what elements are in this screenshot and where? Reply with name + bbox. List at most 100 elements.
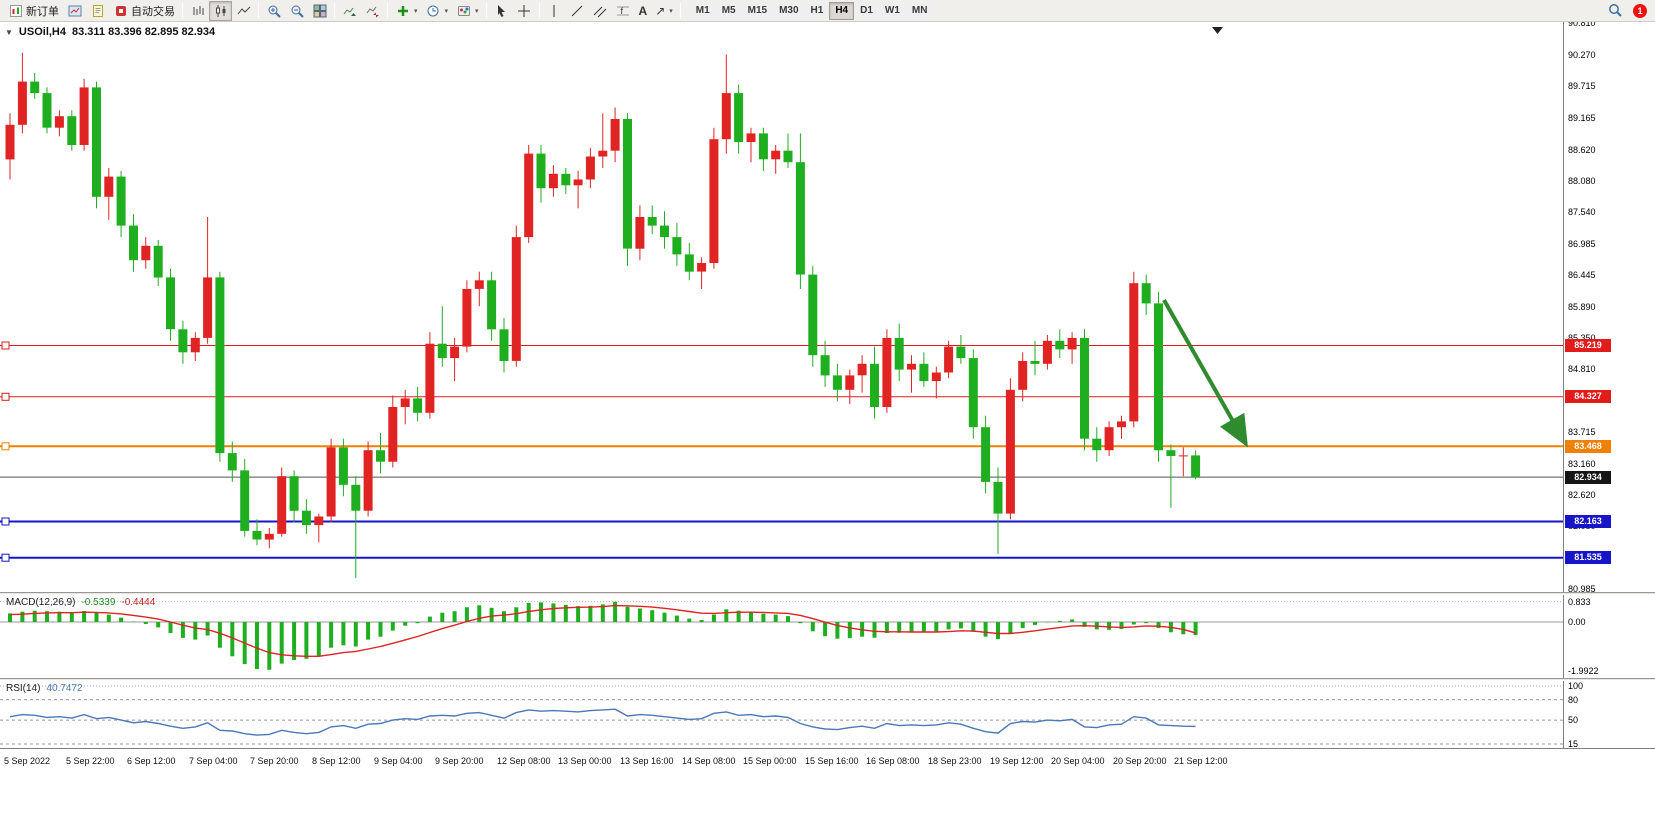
timeframe-button-D1[interactable]: D1 xyxy=(854,1,879,20)
time-axis-label: 5 Sep 2022 xyxy=(4,756,51,766)
price-axis-label: 83.160 xyxy=(1568,459,1596,469)
price-axis-label: 89.165 xyxy=(1568,113,1596,123)
price-axis-label: 80.985 xyxy=(1568,584,1596,594)
time-axis-label: 9 Sep 04:00 xyxy=(374,756,423,766)
bar-chart-type-button[interactable] xyxy=(186,1,209,21)
dropdown-caret-icon: ▾ xyxy=(444,7,449,15)
autotrade-icon xyxy=(113,3,128,18)
fibonacci-button[interactable]: f xyxy=(612,1,635,21)
time-axis[interactable]: 5 Sep 2022 5 Sep 22:00 6 Sep 12:00 7 Sep 04… xyxy=(0,748,1655,773)
timeframe-button-M1[interactable]: M1 xyxy=(689,1,716,20)
cursor-button[interactable] xyxy=(490,1,513,21)
chart-window-icon xyxy=(67,3,82,18)
line-chart-type-button[interactable] xyxy=(232,1,255,21)
toolbar-right-group: 1 xyxy=(1604,1,1651,21)
timeframe-button-M30[interactable]: M30 xyxy=(773,1,805,20)
rsi-indicator-label: RSI(14) 40.7472 xyxy=(6,683,83,694)
search-icon xyxy=(1608,3,1623,18)
tile-windows-button[interactable] xyxy=(308,1,331,21)
rsi-value: 40.7472 xyxy=(46,683,83,694)
time-axis-label: 20 Sep 20:00 xyxy=(1113,756,1167,766)
time-axis-label: 8 Sep 12:00 xyxy=(312,756,361,766)
timeframe-toolbar: M1 M5 M15 M30 H1 H4 D1 W1 MN xyxy=(689,1,934,20)
search-button[interactable] xyxy=(1604,1,1627,21)
crosshair-button[interactable] xyxy=(513,1,536,21)
dropdown-caret-icon: ▾ xyxy=(669,7,673,15)
time-axis-label: 21 Sep 12:00 xyxy=(1174,756,1228,766)
autotrade-label: 自动交易 xyxy=(131,5,175,18)
time-axis-label: 12 Sep 08:00 xyxy=(497,756,551,766)
price-axis-label: 90.810 xyxy=(1568,18,1596,28)
macd-axis-label: 0.00 xyxy=(1568,617,1586,627)
time-axis-label: 14 Sep 08:00 xyxy=(682,756,736,766)
time-axis-label: 7 Sep 04:00 xyxy=(189,756,238,766)
toolbar-separator xyxy=(679,3,681,18)
new-order-button[interactable]: 新订单 xyxy=(4,1,63,21)
timeframe-button-H4[interactable]: H4 xyxy=(829,1,855,20)
time-axis-label: 13 Sep 16:00 xyxy=(620,756,674,766)
timeframe-button-H1[interactable]: H1 xyxy=(804,1,830,20)
toolbar-separator xyxy=(334,3,335,18)
price-axis-label: 85.890 xyxy=(1568,302,1596,312)
auto-scroll-button[interactable] xyxy=(338,1,361,21)
chart-collapse-icon[interactable]: ▼ xyxy=(5,27,13,37)
toolbar-separator xyxy=(182,3,183,18)
main-toolbar: 新订单 自动交易 ▾ ▾ ▾ xyxy=(0,0,1655,22)
trendline-button[interactable] xyxy=(566,1,589,21)
macd-panel-splitter[interactable] xyxy=(0,592,1655,595)
candlestick-chart-type-button[interactable] xyxy=(209,0,232,21)
price-axis-label: 89.715 xyxy=(1568,81,1596,91)
toolbar-separator xyxy=(485,3,487,18)
vertical-line-button[interactable] xyxy=(543,1,566,21)
time-axis-label: 9 Sep 20:00 xyxy=(435,756,484,766)
dropdown-caret-icon: ▾ xyxy=(414,7,418,15)
zoom-out-button[interactable] xyxy=(285,1,308,21)
zoom-out-icon xyxy=(289,3,304,18)
price-badge-84.327: 84.327 xyxy=(1565,390,1611,403)
chart-ohlc-values: 83.311 83.396 82.895 82.934 xyxy=(72,26,216,38)
templates-button[interactable]: ▾ xyxy=(452,1,483,21)
time-axis-label: 15 Sep 00:00 xyxy=(743,756,797,766)
timeframe-button-M15[interactable]: M15 xyxy=(741,1,774,20)
bar-chart-icon xyxy=(190,3,205,18)
time-axis-label: 6 Sep 12:00 xyxy=(127,756,176,766)
notification-badge[interactable]: 1 xyxy=(1633,3,1647,18)
macd-signal-value: -0.4444 xyxy=(121,597,156,608)
editor-button[interactable] xyxy=(86,1,109,21)
toolbar-separator xyxy=(258,3,259,18)
rsi-axis-label: 15 xyxy=(1568,739,1579,749)
periods-button[interactable]: ▾ xyxy=(422,1,453,21)
timeframe-button-M5[interactable]: M5 xyxy=(715,1,742,20)
time-axis-label: 18 Sep 23:00 xyxy=(928,756,982,766)
editor-icon xyxy=(90,3,105,18)
zoom-in-button[interactable] xyxy=(262,1,285,21)
price-axis-label: 86.445 xyxy=(1568,270,1596,280)
channel-button[interactable] xyxy=(589,1,612,21)
chart-shift-button[interactable] xyxy=(361,1,384,21)
timeframe-button-MN[interactable]: MN xyxy=(905,1,934,20)
chart-shift-icon xyxy=(365,3,380,18)
rsi-panel-splitter[interactable] xyxy=(0,678,1655,681)
rsi-axis-label: 80 xyxy=(1568,695,1579,705)
price-axis[interactable]: 90.810 90.270 89.715 89.165 88.620 88.080 87.5… xyxy=(1563,0,1655,822)
tile-windows-icon xyxy=(312,3,327,18)
arrows-tool-button[interactable]: ↗ ▾ xyxy=(651,1,677,21)
arrows-tool-icon: ↗ xyxy=(655,3,666,18)
text-tool-button[interactable]: A xyxy=(635,1,652,21)
macd-axis-label: 0.833 xyxy=(1568,597,1591,607)
charts-button[interactable] xyxy=(63,1,86,21)
rsi-name: RSI(14) xyxy=(6,683,41,694)
indicators-plus-icon xyxy=(395,3,410,18)
autotrade-button[interactable]: 自动交易 xyxy=(109,1,179,21)
indicators-button[interactable]: ▾ xyxy=(391,1,422,21)
time-axis-label: 16 Sep 08:00 xyxy=(866,756,920,766)
new-order-icon xyxy=(8,3,23,18)
time-axis-label: 7 Sep 20:00 xyxy=(250,756,299,766)
price-badge-83.468: 83.468 xyxy=(1565,440,1611,453)
cursor-icon xyxy=(494,3,509,18)
rsi-axis-label: 100 xyxy=(1568,681,1584,691)
price-axis-label: 83.715 xyxy=(1568,427,1596,437)
timeframe-button-W1[interactable]: W1 xyxy=(878,1,906,20)
